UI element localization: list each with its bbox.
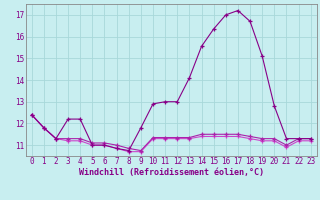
X-axis label: Windchill (Refroidissement éolien,°C): Windchill (Refroidissement éolien,°C) xyxy=(79,168,264,177)
